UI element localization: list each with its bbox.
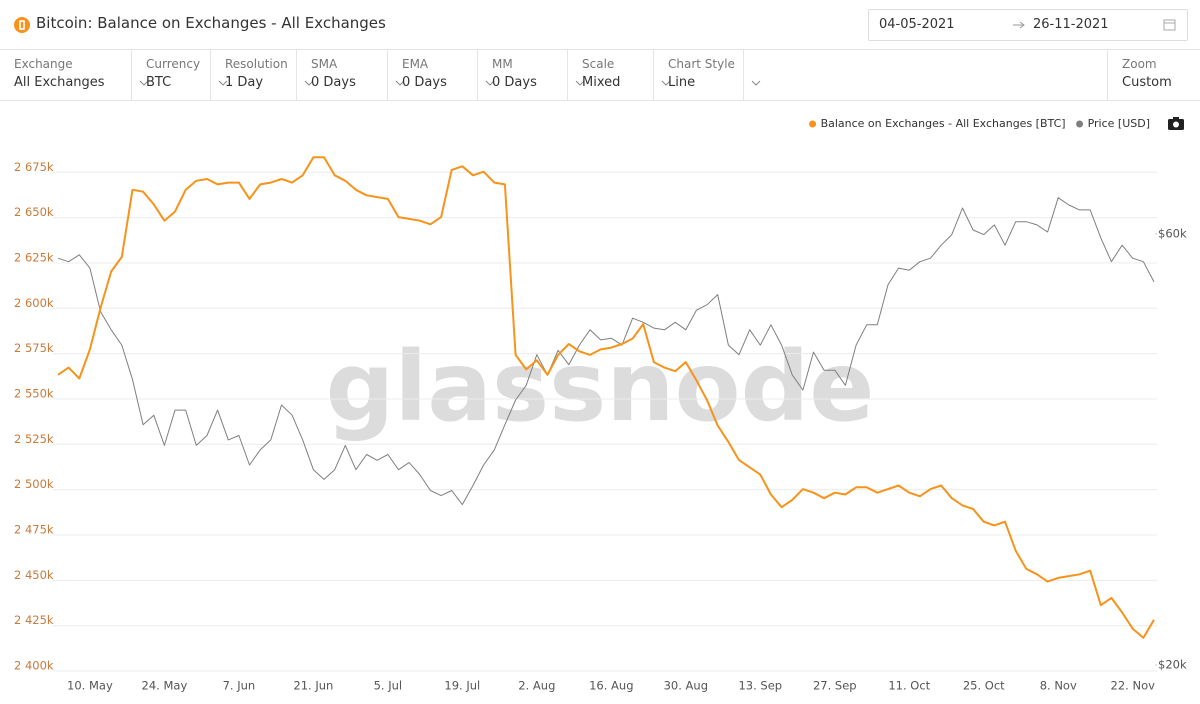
x-tick-label: 21. Jun	[293, 679, 333, 693]
control-label: MM	[492, 57, 513, 71]
arrow	[1013, 21, 1025, 29]
legend-marker	[809, 120, 817, 128]
y-tick-label: 2 425k	[14, 613, 54, 627]
control-label: EMA	[402, 57, 429, 71]
chevron	[139, 80, 149, 86]
x-tick-label: 19. Jul	[444, 679, 480, 693]
chart-title: Bitcoin: Balance on Exchanges - All Exch…	[36, 14, 386, 32]
control-value: Mixed	[582, 75, 621, 90]
x-tick-label: 16. Aug	[589, 679, 633, 693]
control-value: 0 Days	[492, 75, 537, 90]
x-tick-label: 5. Jul	[374, 679, 403, 693]
control-label: Resolution	[225, 57, 288, 71]
control-label: Zoom	[1122, 57, 1157, 71]
legend-item[interactable]: Balance on Exchanges - All Exchanges [BT…	[809, 117, 1066, 130]
date-range[interactable]: 04-05-2021 26-11-2021	[868, 9, 1188, 41]
control[interactable]: Currency BTC	[132, 50, 228, 100]
control-value: Custom	[1122, 75, 1172, 90]
zoom-control[interactable]: Zoom Custom	[1107, 50, 1200, 100]
control[interactable]: Scale Mixed	[568, 50, 671, 100]
x-tick-label: 24. May	[142, 679, 188, 693]
y-tick-label: 2 575k	[14, 341, 54, 355]
x-tick-label: 22. Nov	[1111, 679, 1156, 693]
y-tick-label: 2 675k	[14, 160, 54, 174]
bitcoin-icon	[14, 17, 30, 33]
control[interactable]: Exchange All Exchanges	[0, 50, 149, 100]
control-label: Scale	[582, 57, 615, 71]
control-value: 0 Days	[311, 75, 356, 90]
legend-label: Balance on Exchanges - All Exchanges [BT…	[821, 117, 1066, 130]
control[interactable]: EMA 0 Days	[388, 50, 495, 100]
legend[interactable]: Balance on Exchanges - All Exchanges [BT…	[809, 117, 1150, 130]
control-value: BTC	[146, 75, 172, 90]
y-tick-label: 2 475k	[14, 522, 54, 536]
x-tick-label: 11. Oct	[888, 679, 930, 693]
camera-lens	[1173, 121, 1179, 128]
control-label: Chart Style	[668, 57, 735, 71]
camera-top	[1173, 117, 1179, 120]
y-tick-label: 2 625k	[14, 250, 54, 264]
date-end[interactable]: 26-11-2021	[1033, 17, 1109, 32]
y-tick-label: 2 600k	[14, 296, 54, 310]
control-label: Currency	[146, 57, 201, 71]
calendar-icon[interactable]	[1163, 18, 1176, 31]
legend-marker	[1076, 120, 1084, 128]
watermark: glassnode	[326, 331, 875, 443]
y-tick-label: 2 525k	[14, 432, 54, 446]
x-tick-label: 27. Sep	[813, 679, 857, 693]
camera-icon[interactable]	[1168, 117, 1184, 130]
x-tick-label: 25. Oct	[963, 679, 1005, 693]
chevron	[218, 80, 228, 86]
controls: Exchange All Exchanges Currency BTC Resoluti…	[0, 50, 1200, 101]
chevron	[395, 80, 405, 86]
control-value: Line	[668, 75, 696, 90]
x-tick-label: 30. Aug	[664, 679, 708, 693]
chevron	[661, 80, 671, 86]
control[interactable]: Resolution 1 Day	[211, 50, 314, 100]
y-tick-label: 2 500k	[14, 477, 54, 491]
x-tick-label: 2. Aug	[518, 679, 555, 693]
chart: glassnode 2 400k 2 425k 2 450k 2 475k 2 500k 2…	[14, 117, 1187, 693]
chevron	[485, 80, 495, 86]
x-tick-label: 13. Sep	[738, 679, 782, 693]
x-tick-label: 7. Jun	[223, 679, 256, 693]
control-value: 1 Day	[225, 75, 264, 90]
control-label: SMA	[311, 57, 338, 71]
legend-label: Price [USD]	[1088, 117, 1150, 130]
x-tick-label: 8. Nov	[1040, 679, 1077, 693]
y-tick-label: 2 400k	[14, 659, 54, 673]
control-label: Exchange	[14, 57, 73, 71]
control[interactable]: SMA 0 Days	[297, 50, 405, 100]
y2-tick-label: $20k	[1158, 658, 1187, 672]
y2-tick-label: $60k	[1158, 226, 1187, 240]
legend-item[interactable]: Price [USD]	[1076, 117, 1150, 130]
balance-line	[57, 156, 1155, 639]
header: Bitcoin: Balance on Exchanges - All Exch…	[0, 0, 1200, 50]
control-value: 0 Days	[402, 75, 447, 90]
control[interactable]: Chart Style Line	[654, 50, 761, 100]
y-tick-label: 2 550k	[14, 386, 54, 400]
chevron	[304, 80, 314, 86]
chevron	[575, 80, 585, 86]
date-start[interactable]: 04-05-2021	[879, 17, 955, 32]
y-tick-label: 2 650k	[14, 205, 54, 219]
control[interactable]: MM 0 Days	[478, 50, 585, 100]
x-tick-label: 10. May	[67, 679, 113, 693]
chevron	[751, 80, 761, 86]
y-tick-label: 2 450k	[14, 568, 54, 582]
control-value: All Exchanges	[14, 75, 105, 90]
price-line	[57, 197, 1155, 506]
